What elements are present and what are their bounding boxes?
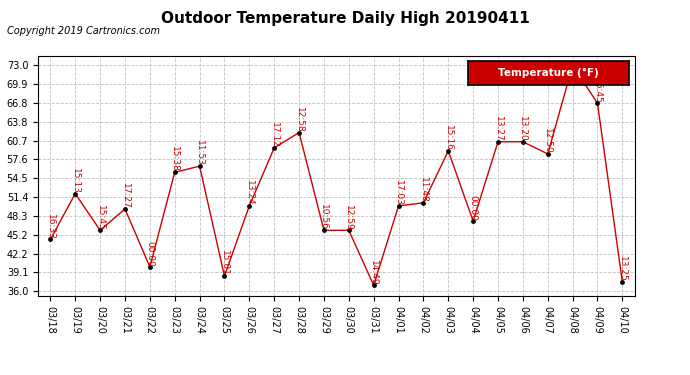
Text: Copyright 2019 Cartronics.com: Copyright 2019 Cartronics.com xyxy=(7,26,160,36)
Point xyxy=(219,273,230,279)
Text: 17:27: 17:27 xyxy=(121,183,130,209)
Text: 16:45: 16:45 xyxy=(593,78,602,103)
Text: 13:20: 13:20 xyxy=(518,116,527,142)
Point xyxy=(194,163,205,169)
Text: 17:12: 17:12 xyxy=(270,122,279,148)
Text: 12:59: 12:59 xyxy=(344,204,353,230)
Point xyxy=(344,227,355,233)
Text: 11:53: 11:53 xyxy=(195,140,204,166)
Point xyxy=(293,130,304,136)
Point xyxy=(393,203,404,209)
Text: 15:16: 15:16 xyxy=(444,125,453,151)
Point xyxy=(119,206,130,212)
Text: 15:45: 15:45 xyxy=(96,204,105,230)
Point xyxy=(45,237,56,243)
Point xyxy=(468,218,479,224)
Point xyxy=(95,227,106,233)
Point xyxy=(418,200,429,206)
Text: 12:58: 12:58 xyxy=(295,107,304,133)
Point xyxy=(70,190,81,196)
Point xyxy=(443,148,454,154)
Point xyxy=(368,282,380,288)
Text: 15:01: 15:01 xyxy=(220,250,229,276)
Text: 17:03: 17:03 xyxy=(394,180,403,206)
Text: 15:13: 15:13 xyxy=(71,168,80,194)
Text: Temperature (°F): Temperature (°F) xyxy=(498,68,599,78)
Point xyxy=(617,279,628,285)
Point xyxy=(567,62,578,68)
Text: 10:56: 10:56 xyxy=(319,204,328,230)
Text: 13:27: 13:27 xyxy=(493,116,502,142)
Text: 11:48: 11:48 xyxy=(419,177,428,203)
Point xyxy=(268,145,279,151)
Point xyxy=(244,203,255,209)
Point xyxy=(169,169,180,175)
Text: 14:49: 14:49 xyxy=(369,260,378,285)
Point xyxy=(542,151,553,157)
Text: 13:24: 13:24 xyxy=(245,180,254,206)
Text: 13:25: 13:25 xyxy=(618,256,627,282)
Point xyxy=(144,264,155,270)
Text: 15:38: 15:38 xyxy=(170,146,179,172)
Point xyxy=(318,227,329,233)
Text: 00:00: 00:00 xyxy=(146,241,155,267)
Text: 12:50: 12:50 xyxy=(543,128,552,154)
Point xyxy=(493,139,504,145)
Point xyxy=(592,100,603,106)
Text: 00:00: 00:00 xyxy=(469,195,477,221)
Text: Outdoor Temperature Daily High 20190411: Outdoor Temperature Daily High 20190411 xyxy=(161,11,529,26)
Point xyxy=(518,139,529,145)
Text: 16:33: 16:33 xyxy=(46,214,55,240)
